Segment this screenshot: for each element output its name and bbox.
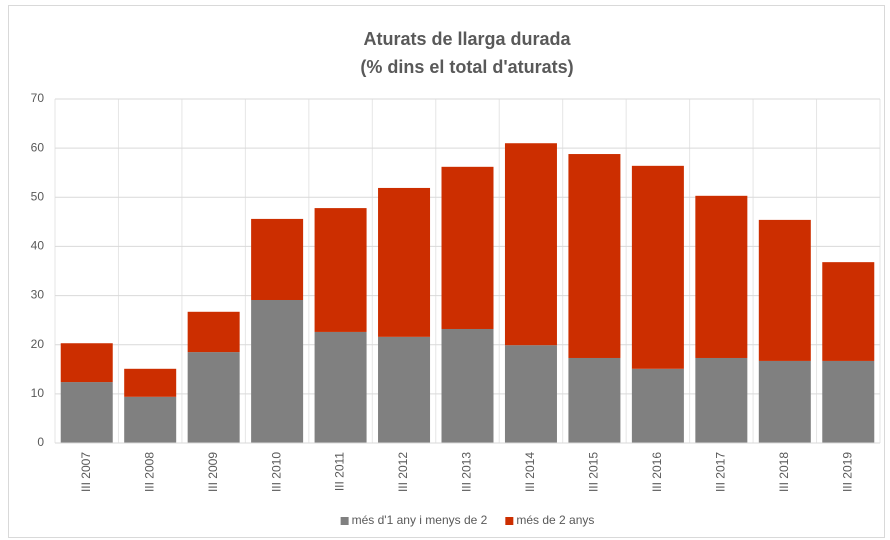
bar-segment	[631, 165, 684, 369]
legend-label: més d'1 any i menys de 2	[352, 513, 488, 527]
bar-segment	[441, 328, 494, 443]
bar-segment	[187, 311, 240, 353]
y-tick-label: 50	[31, 189, 45, 203]
bar-segment	[568, 154, 621, 358]
chart-title: Aturats de llarga durada	[363, 29, 571, 49]
bar-segment	[60, 343, 113, 383]
y-tick-label: 60	[31, 140, 45, 154]
bar-segment	[822, 360, 875, 443]
x-tick-label: III 2013	[460, 452, 474, 492]
y-tick-label: 70	[31, 91, 45, 105]
bar-segment	[378, 336, 431, 443]
bar-segment	[504, 143, 557, 346]
bar-segment	[758, 219, 811, 361]
bar-segment	[504, 345, 557, 443]
chart-subtitle: (% dins el total d'aturats)	[360, 57, 573, 77]
x-tick-label: III 2007	[79, 452, 93, 492]
x-tick-label: III 2017	[714, 452, 728, 492]
y-tick-label: 10	[31, 386, 45, 400]
x-tick-label: III 2009	[206, 452, 220, 492]
x-tick-label: III 2010	[269, 452, 283, 492]
bar-segment	[695, 195, 748, 358]
bar-segment	[124, 396, 177, 443]
x-tick-label: III 2012	[396, 452, 410, 492]
x-tick-label: III 2018	[777, 452, 791, 492]
bar-segment	[251, 218, 304, 300]
y-tick-label: 30	[31, 288, 45, 302]
legend-swatch	[340, 517, 349, 525]
bar-segment	[441, 166, 494, 329]
bar-segment	[568, 357, 621, 443]
x-tick-label: III 2019	[840, 452, 854, 492]
y-tick-label: 20	[31, 337, 45, 351]
x-tick-label: III 2011	[333, 452, 347, 491]
bar-segment	[758, 360, 811, 443]
bar-segment	[314, 208, 367, 332]
x-tick-label: III 2016	[650, 452, 664, 492]
bar-segment	[187, 352, 240, 443]
bar-segment	[314, 331, 367, 443]
bar-segment	[822, 262, 875, 361]
legend-label: més de 2 anys	[516, 513, 594, 527]
bar-segment	[251, 299, 304, 443]
x-tick-label: III 2014	[523, 452, 537, 492]
legend: més d'1 any i menys de 2 més de 2 anys	[340, 513, 594, 527]
bar-segment	[631, 368, 684, 443]
bar-segment	[378, 187, 431, 337]
bar-segment	[695, 357, 748, 443]
legend-swatch	[505, 517, 514, 525]
x-tick-label: III 2008	[142, 452, 156, 492]
bar-segment	[60, 382, 113, 443]
x-tick-label: III 2015	[587, 452, 601, 492]
y-tick-label: 0	[37, 435, 44, 449]
y-tick-label: 40	[31, 239, 45, 253]
bar-segment	[124, 368, 177, 397]
